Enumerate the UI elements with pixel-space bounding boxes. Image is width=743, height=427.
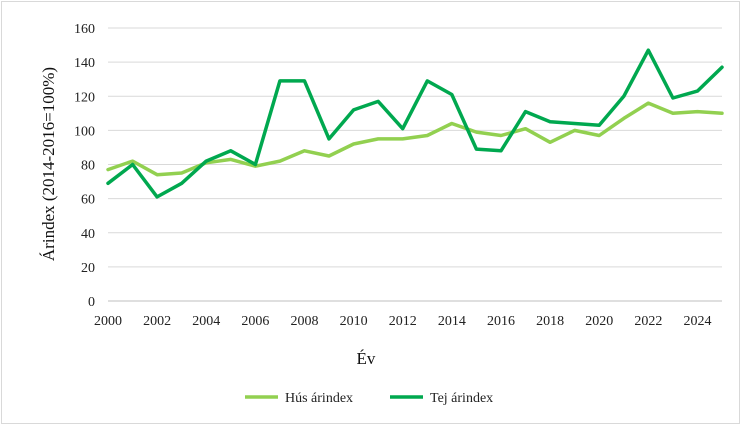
x-tick-label: 2022: [634, 314, 662, 329]
legend-label: Tej árindex: [430, 391, 493, 406]
y-axis-title: Árindex (2014-2016=100%): [39, 67, 58, 261]
x-tick-label: 2018: [536, 314, 564, 329]
y-tick-label: 80: [81, 159, 95, 174]
x-tick-label: 2006: [241, 314, 269, 329]
y-tick-label: 160: [74, 22, 95, 37]
series-line-1: [106, 101, 724, 177]
y-tick-label: 60: [81, 193, 95, 208]
y-tick-label: 20: [81, 261, 95, 276]
x-tick-label: 2010: [340, 314, 368, 329]
x-tick-label: 2024: [683, 314, 711, 329]
x-tick-label: 2008: [290, 314, 318, 329]
y-tick-label: 120: [74, 90, 95, 105]
x-tick-label: 2016: [487, 314, 515, 329]
x-axis-ticks: 2000 2002 2004 2006 2008 2010 2012 2014 2016 2018…: [94, 314, 711, 329]
x-tick-label: 2012: [389, 314, 417, 329]
x-tick-label: 2014: [438, 314, 466, 329]
legend-label: Hús árindex: [285, 391, 353, 406]
y-tick-label: 140: [74, 56, 95, 71]
y-tick-label: 40: [81, 227, 95, 242]
y-tick-label: 100: [74, 124, 95, 139]
gridlines: [108, 27, 722, 302]
x-tick-label: 2004: [192, 314, 220, 329]
y-tick-label: 0: [88, 295, 95, 310]
x-axis-title: Év: [357, 349, 376, 368]
series-lines: [106, 48, 724, 199]
x-tick-label: 2002: [143, 314, 171, 329]
x-tick-label: 2000: [94, 314, 122, 329]
y-axis-ticks: 0 20 40 60 80 100 120 140 160: [74, 22, 95, 310]
x-tick-label: 2020: [585, 314, 613, 329]
legend: Hús árindex Tej árindex: [245, 391, 493, 406]
series-line-2: [106, 48, 724, 199]
